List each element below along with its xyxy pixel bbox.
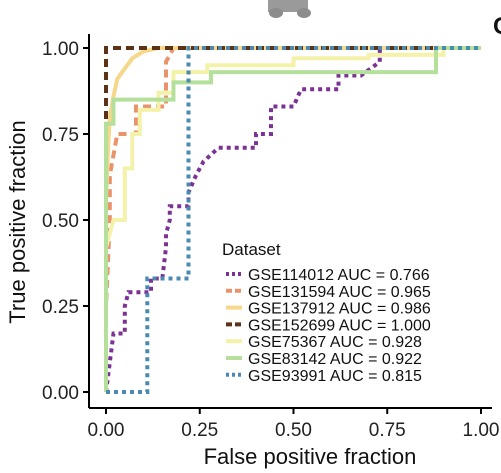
roc-curve-gse114012 [104,46,481,393]
x-axis-title: False positive fraction [204,444,417,469]
roc-curve-gse75367 [104,46,481,392]
legend-title: Dataset [222,240,281,259]
y-tick-label: 0.50 [42,211,79,232]
cropped-figure-icon [268,0,311,18]
x-tick-label: 0.50 [275,420,312,441]
roc-curve-gse152699 [104,46,481,392]
legend-label-gse152699: GSE152699 AUC = 1.000 [248,317,431,334]
legend-label-gse93991: GSE93991 AUC = 0.815 [248,368,422,385]
y-tick-label: 0.00 [42,383,79,404]
x-tick-label: 0.00 [88,420,125,441]
y-tick-label: 0.75 [42,125,79,146]
legend-label-gse83142: GSE83142 AUC = 0.922 [248,351,422,368]
legend-label-gse131594: GSE131594 AUC = 0.965 [248,284,431,301]
y-tick-label: 1.00 [42,39,79,60]
x-tick-label: 0.25 [181,420,218,441]
legend-label-gse137912: GSE137912 AUC = 0.986 [248,301,431,318]
y-axis-title: True positive fraction [5,120,30,323]
roc-curve-gse83142 [104,46,481,392]
x-tick-label: 1.00 [463,420,500,441]
panel-letter: C [493,13,501,40]
y-tick-label: 0.25 [42,297,79,318]
roc-curve-gse93991 [106,46,481,394]
tick-group: 0.00 0.25 0.50 0.75 1.00 0.00 0.25 0.50 0.75 1.00 [42,39,499,441]
legend-label-gse75367: GSE75367 AUC = 0.928 [248,334,422,351]
legend-label-gse114012: GSE114012 AUC = 0.766 [248,267,430,284]
x-tick-label: 0.75 [369,420,406,441]
roc-curves [104,46,481,394]
